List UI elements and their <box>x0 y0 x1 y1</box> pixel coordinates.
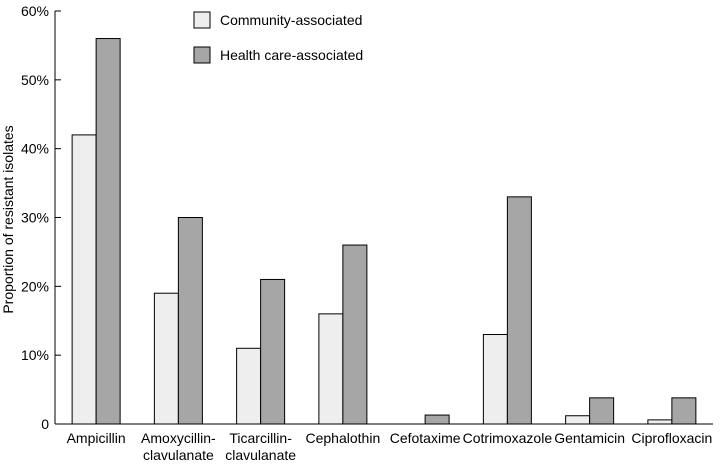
category-label: Cefotaxime <box>390 430 461 446</box>
bar-health-care-2 <box>260 278 286 425</box>
category-label: Ticarcillin-clavulanate <box>225 430 296 463</box>
axes: 0 10% 20% 30% 40% 50% 60% Proportion of resista… <box>0 3 713 463</box>
y-tick-label: 10% <box>21 347 49 363</box>
category-label: Amoxycillin-clavulanate <box>141 430 216 463</box>
bar-health-care-6 <box>589 397 615 425</box>
y-tick-label: 20% <box>21 278 49 294</box>
bar-health-care-0 <box>95 38 121 425</box>
bar-health-care-3 <box>342 244 368 425</box>
bar-health-care-4 <box>424 414 450 425</box>
legend: Community-associated Health care-associat… <box>193 11 363 64</box>
y-tick-label: 50% <box>21 72 49 88</box>
category-label: Cotrimoxazole <box>463 430 553 446</box>
bar-community-6 <box>565 415 591 425</box>
y-tick-label: 0 <box>41 416 49 432</box>
category-label: Cephalothin <box>306 430 381 446</box>
bar-community-7 <box>647 419 673 425</box>
bar-community-3 <box>318 313 344 425</box>
bar-community-0 <box>71 134 97 425</box>
legend-label: Community-associated <box>220 12 362 28</box>
y-axis-title: Proportion of resistant isolates <box>0 125 16 313</box>
bars <box>71 38 697 425</box>
category-label: Ampicillin <box>67 430 126 446</box>
bar-health-care-7 <box>671 397 697 425</box>
legend-label: Health care-associated <box>220 47 363 63</box>
bar-community-2 <box>236 347 262 425</box>
category-label: Ciprofloxacin <box>631 430 712 446</box>
legend-swatch <box>193 11 211 29</box>
bar-health-care-5 <box>506 196 532 425</box>
bar-health-care-1 <box>177 217 203 425</box>
bar-community-5 <box>482 334 508 425</box>
y-tick-label: 30% <box>21 210 49 226</box>
category-label: Gentamicin <box>554 430 625 446</box>
bar-community-1 <box>153 292 179 425</box>
y-tick-label: 60% <box>21 3 49 19</box>
legend-swatch <box>193 46 211 64</box>
y-tick-label: 40% <box>21 141 49 157</box>
